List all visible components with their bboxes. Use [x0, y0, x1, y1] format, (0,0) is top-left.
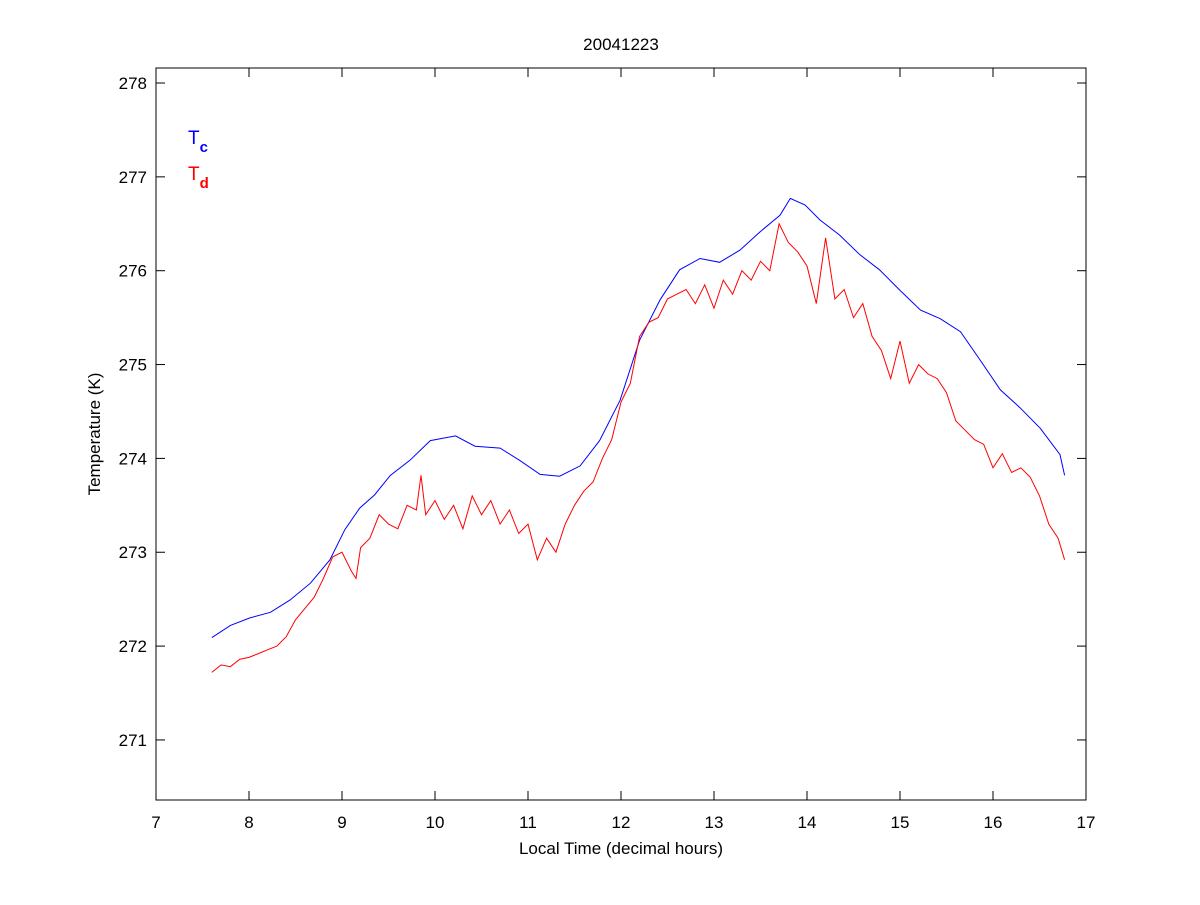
- y-tick-label: 277: [119, 168, 147, 187]
- legend-td-sub: d: [200, 175, 209, 192]
- axis-ticks: 7 8 9 10 11 12 13 14 15 16 17 271 272 273 274 275 276 277…: [119, 68, 1096, 832]
- x-tick-label: 16: [984, 813, 1003, 832]
- legend-entry-tc: Tc: [188, 128, 208, 156]
- y-tick-label: 274: [119, 449, 147, 468]
- x-tick-label: 14: [798, 813, 817, 832]
- y-tick-label: 278: [119, 74, 147, 93]
- legend: Tc Td: [188, 128, 209, 192]
- x-axis-label: Local Time (decimal hours): [519, 839, 723, 858]
- x-tick-label: 7: [151, 813, 160, 832]
- legend-td-base: T: [188, 164, 200, 185]
- x-tick-label: 12: [612, 813, 631, 832]
- y-tick-label: 273: [119, 543, 147, 562]
- x-tick-label: 17: [1077, 813, 1096, 832]
- x-tick-label: 15: [891, 813, 910, 832]
- x-tick-label: 13: [705, 813, 724, 832]
- series-lines: [211, 197, 1066, 673]
- y-tick-label: 272: [119, 637, 147, 656]
- y-axis-label: Temperature (K): [85, 373, 104, 496]
- series-line-td: [211, 222, 1066, 673]
- legend-tc-base: T: [188, 128, 200, 149]
- series-line-tc: [211, 197, 1066, 639]
- y-tick-label: 271: [119, 731, 147, 750]
- axes-box: [155, 67, 1087, 801]
- x-tick-label: 9: [337, 813, 346, 832]
- x-tick-label: 8: [244, 813, 253, 832]
- legend-entry-td: Td: [188, 164, 209, 192]
- x-tick-label: 11: [519, 813, 537, 832]
- chart-title: 20041223: [583, 35, 659, 54]
- y-tick-label: 275: [119, 356, 147, 375]
- y-tick-label: 276: [119, 262, 147, 281]
- x-tick-label: 10: [426, 813, 445, 832]
- legend-tc-sub: c: [200, 139, 208, 156]
